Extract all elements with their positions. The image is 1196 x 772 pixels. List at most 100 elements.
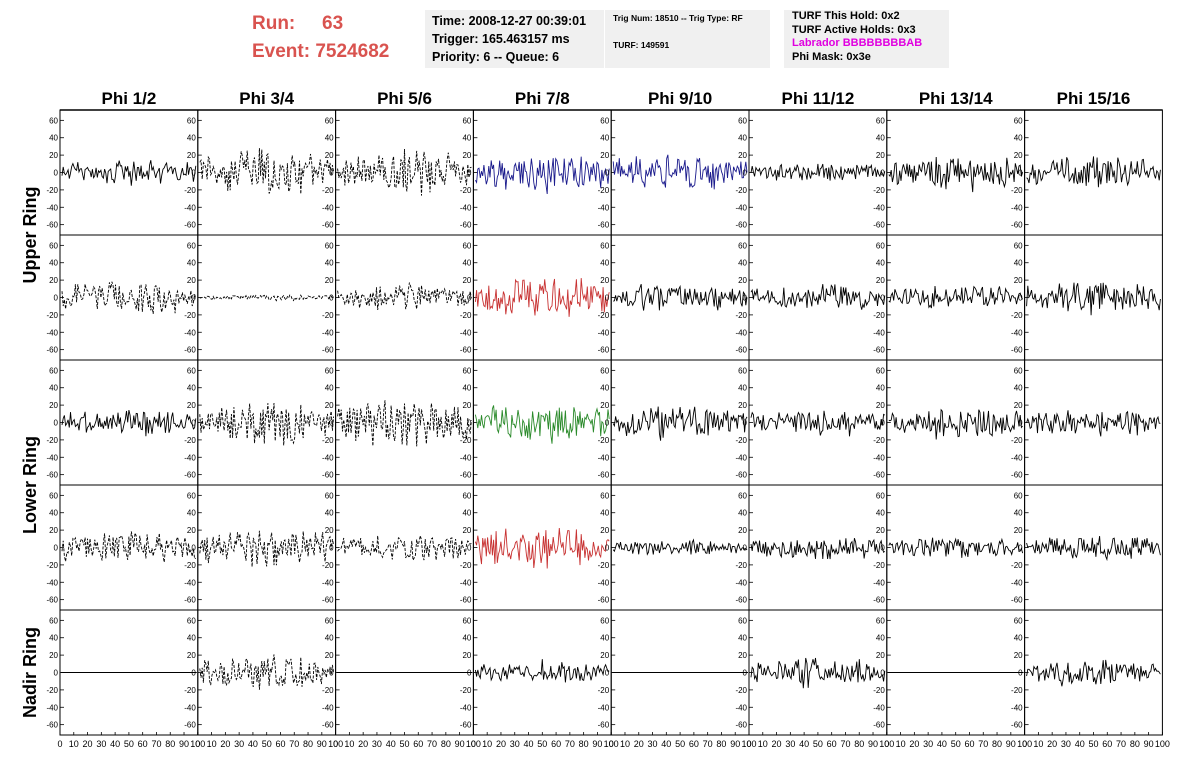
trace-r2-c4 [474,278,610,317]
ytick-label: 60 [187,366,196,375]
trace-r2-c6 [750,284,886,310]
ytick-label: 40 [187,134,196,143]
ytick-label: 60 [876,116,885,125]
ytick-label: 60 [325,366,334,375]
xtick-label: 40 [937,739,947,749]
ytick-label: 60 [49,616,58,625]
ytick-label: -20 [735,186,747,195]
ytick-label: 20 [600,401,609,410]
ytick-label: -60 [184,596,196,605]
xtick-label: 10 [482,739,492,749]
ytick-label: 20 [49,526,58,535]
ytick-label: -20 [46,186,58,195]
column-header-1: Phi 1/2 [101,89,156,108]
ytick-label: -60 [184,346,196,355]
xtick-label: 0 [746,739,751,749]
ytick-label: 0 [329,294,334,303]
xtick-label: 80 [579,739,589,749]
ytick-label: -20 [873,311,885,320]
ytick-label: -60 [735,721,747,730]
priority-line: Priority: 6 -- Queue: 6 [432,50,560,64]
xtick-label: 70 [703,739,713,749]
ytick-label: 40 [187,509,196,518]
ytick-label: 60 [325,491,334,500]
ytick-label: -60 [1011,471,1023,480]
ytick-label: -20 [184,561,196,570]
ytick-label: -40 [598,328,610,337]
turf-hold-line: TURF This Hold: 0x2 [792,10,900,22]
ytick-label: -40 [184,703,196,712]
ytick-label: 60 [1014,116,1023,125]
ytick-label: 20 [325,401,334,410]
ytick-label: 60 [462,616,471,625]
event-label: Event: [252,41,311,62]
ytick-label: 20 [738,276,747,285]
ytick-label: -60 [873,596,885,605]
ytick-label: -40 [184,328,196,337]
ytick-label: 20 [49,276,58,285]
ytick-label: 40 [1014,134,1023,143]
trace-r3-c1 [61,409,197,437]
trace-r2-c3 [337,282,472,311]
xtick-label: 50 [813,739,823,749]
ytick-label: -40 [322,703,334,712]
ytick-label: 40 [462,634,471,643]
xtick-label: 10 [620,739,630,749]
ytick-label: -20 [322,561,334,570]
ytick-label: -40 [460,453,472,462]
ytick-label: 40 [1014,509,1023,518]
ytick-label: 20 [1014,151,1023,160]
trace-r1-c1 [61,160,197,186]
ytick-label: -60 [460,471,472,480]
ytick-label: -60 [735,471,747,480]
trace-r2-c8 [1026,282,1161,316]
ytick-label: -60 [46,346,58,355]
ytick-label: -20 [735,311,747,320]
ytick-label: -40 [46,328,58,337]
ytick-label: 20 [462,276,471,285]
xtick-label: 40 [524,739,534,749]
ytick-label: -60 [598,471,610,480]
ytick-label: -40 [735,328,747,337]
ytick-label: 40 [876,384,885,393]
xtick-label: 0 [57,739,62,749]
ytick-label: 40 [1014,384,1023,393]
ytick-label: 0 [1018,669,1023,678]
ytick-label: -20 [322,436,334,445]
ytick-label: 0 [467,169,472,178]
ytick-label: -40 [46,203,58,212]
run-event-block: Run: 63 Event: 7524682 [252,10,389,66]
ytick-label: 20 [600,276,609,285]
ytick-label: 0 [605,169,610,178]
ytick-label: -40 [1011,703,1023,712]
ytick-label: 0 [743,669,748,678]
ytick-label: -60 [460,221,472,230]
panel-frame-r2-c2 [197,234,337,361]
xtick-label: 70 [978,739,988,749]
ytick-label: -40 [322,578,334,587]
ytick-label: -20 [460,686,472,695]
ytick-label: 60 [600,616,609,625]
ytick-label: -20 [1011,561,1023,570]
xtick-label: 90 [868,739,878,749]
ytick-label: -20 [46,436,58,445]
xtick-label: 100 [1155,739,1170,749]
xtick-label: 30 [510,739,520,749]
event-value: 7524682 [315,41,390,62]
ytick-label: -20 [598,311,610,320]
ytick-label: -60 [322,346,334,355]
ytick-label: -20 [735,436,747,445]
ytick-label: -60 [873,721,885,730]
ytick-label: -40 [873,328,885,337]
ytick-label: 20 [600,526,609,535]
ring-label-1: Upper Ring [20,187,40,284]
ytick-label: 40 [600,384,609,393]
ytick-label: -60 [322,596,334,605]
phi-mask-line: Phi Mask: 0x3e [792,50,871,63]
xtick-label: 30 [1061,739,1071,749]
trace-r4-c6 [750,537,886,560]
ytick-label: 0 [743,419,748,428]
xtick-label: 20 [358,739,368,749]
ytick-label: 0 [54,169,59,178]
